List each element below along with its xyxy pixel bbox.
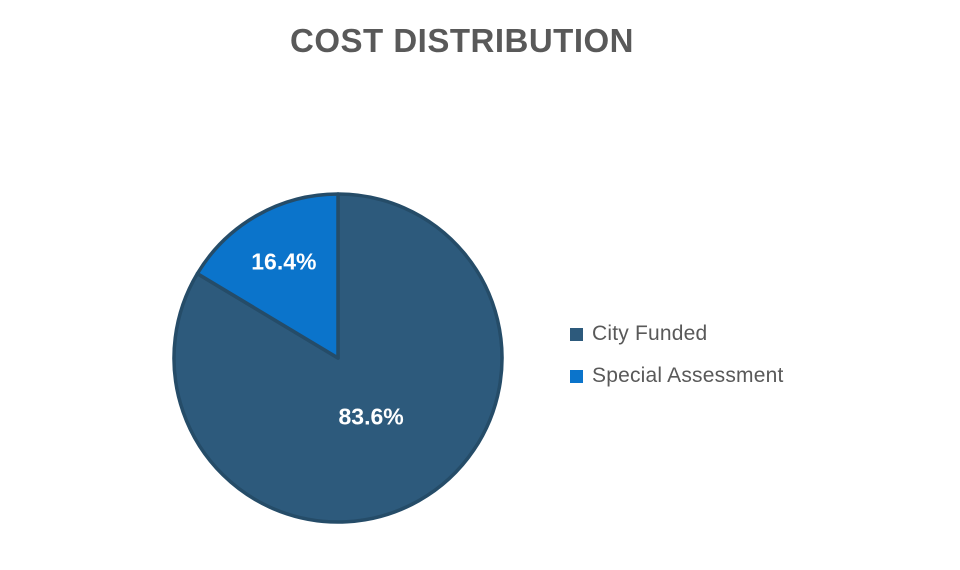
pie-slice-special-assessment[interactable]	[195, 192, 340, 360]
legend-swatch-special-assessment-icon	[570, 369, 583, 383]
legend-item-special-assessment[interactable]: Special Assessment	[570, 364, 784, 387]
legend-item-city-funded[interactable]: City Funded	[570, 322, 784, 345]
legend: City Funded Special Assessment	[570, 322, 784, 387]
legend-label-special-assessment: Special Assessment	[592, 364, 784, 387]
chart-title: COST DISTRIBUTION	[290, 22, 634, 59]
legend-label-city-funded: City Funded	[592, 322, 708, 345]
legend-swatch-city-funded-icon	[570, 327, 583, 341]
